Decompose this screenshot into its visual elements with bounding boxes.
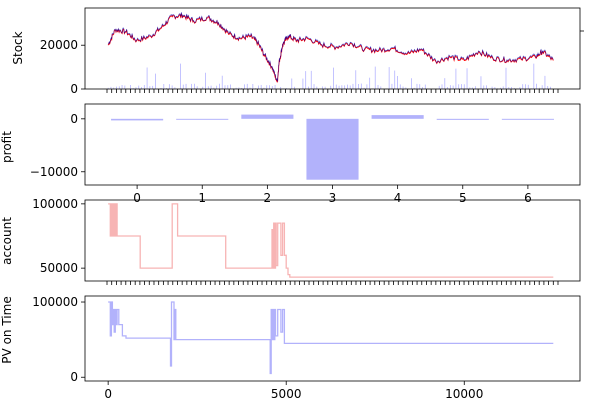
account-panel: 50000 100000 account (0, 197, 581, 285)
profit-bar (176, 118, 229, 120)
profit-y-ticks: −10000 0 (30, 112, 85, 179)
profit-bar (241, 114, 294, 119)
stock-y-ticks: 0 20000 (40, 38, 85, 96)
pv-xtick-label: 0 (104, 387, 112, 401)
stock-close-line (107, 12, 554, 82)
profit-bar (111, 118, 164, 121)
account-ytick-label: 50000 (40, 261, 78, 275)
pv-xtick-label: 5000 (271, 387, 302, 401)
stock-panel: 0 20000 Stock (11, 7, 584, 96)
pv-panel: 0 100000 0 5000 10000 PV on Time (0, 295, 581, 401)
pv-line (108, 301, 554, 375)
profit-x-ticks: 0 1 2 3 4 5 6 (133, 185, 532, 205)
stock-ytick-label: 0 (70, 82, 78, 96)
profit-bars (111, 114, 554, 180)
account-ytick-label: 100000 (32, 197, 78, 211)
pv-ytick-label: 100000 (32, 295, 78, 309)
account-ylabel: account (0, 217, 14, 265)
profit-xtick-label: 0 (133, 191, 141, 205)
stock-ylabel: Stock (11, 31, 25, 64)
pv-axes-frame (84, 295, 581, 382)
stock-volume-bars (107, 63, 551, 89)
profit-xtick-label: 1 (198, 191, 206, 205)
profit-bar (306, 118, 359, 180)
pv-x-ticks: 0 5000 10000 (104, 381, 483, 401)
account-x-ticks (106, 281, 559, 285)
stock-ytick-label: 20000 (40, 38, 78, 52)
stock-x-ticks (106, 89, 559, 93)
pv-ylabel: PV on Time (0, 296, 14, 363)
profit-xtick-label: 4 (394, 191, 402, 205)
profit-xtick-label: 2 (264, 191, 272, 205)
profit-ylabel: profit (0, 131, 14, 163)
account-y-ticks: 50000 100000 (32, 197, 85, 275)
profit-ytick-label: 0 (70, 112, 78, 126)
pv-y-ticks: 0 100000 (32, 295, 85, 384)
profit-bar (436, 118, 489, 120)
profit-xtick-label: 5 (459, 191, 467, 205)
profit-bar (371, 115, 424, 119)
profit-bar (501, 118, 554, 120)
profit-ytick-label: −10000 (30, 165, 78, 179)
pv-xtick-label: 10000 (445, 387, 483, 401)
profit-xtick-label: 6 (524, 191, 532, 205)
profit-xtick-label: 3 (329, 191, 337, 205)
account-line (108, 203, 554, 278)
pv-ytick-label: 0 (70, 370, 78, 384)
profit-panel: −10000 0 0 1 2 3 4 5 6 profit (0, 103, 581, 205)
